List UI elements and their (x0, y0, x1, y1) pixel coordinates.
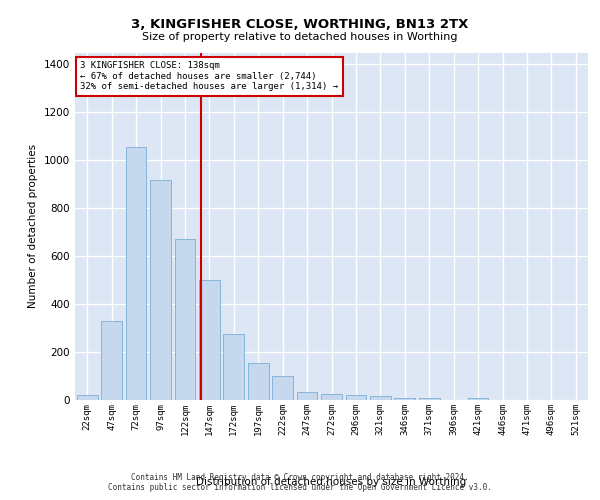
Bar (150, 180, 171, 400)
Bar (125, 147, 146, 400)
Text: 3, KINGFISHER CLOSE, WORTHING, BN13 2TX: 3, KINGFISHER CLOSE, WORTHING, BN13 2TX (131, 18, 469, 30)
Bar (223, 334, 244, 400)
Bar (419, 398, 440, 400)
Bar (296, 392, 317, 400)
Y-axis label: Number of detached properties: Number of detached properties (28, 144, 38, 308)
Bar (346, 395, 367, 400)
Bar (370, 396, 391, 400)
Bar (175, 240, 196, 400)
Bar (272, 376, 293, 400)
Bar (199, 280, 220, 400)
Bar (394, 398, 415, 400)
Bar (101, 321, 122, 400)
Bar (467, 398, 488, 400)
Text: Contains HM Land Registry data © Crown copyright and database right 2024.
Contai: Contains HM Land Registry data © Crown c… (108, 473, 492, 492)
Bar (248, 363, 269, 400)
Text: 3 KINGFISHER CLOSE: 138sqm
← 67% of detached houses are smaller (2,744)
32% of s: 3 KINGFISHER CLOSE: 138sqm ← 67% of deta… (80, 61, 338, 91)
Bar (321, 394, 342, 400)
Bar (77, 395, 98, 400)
Text: Size of property relative to detached houses in Worthing: Size of property relative to detached ho… (142, 32, 458, 42)
X-axis label: Distribution of detached houses by size in Worthing: Distribution of detached houses by size … (196, 476, 467, 486)
